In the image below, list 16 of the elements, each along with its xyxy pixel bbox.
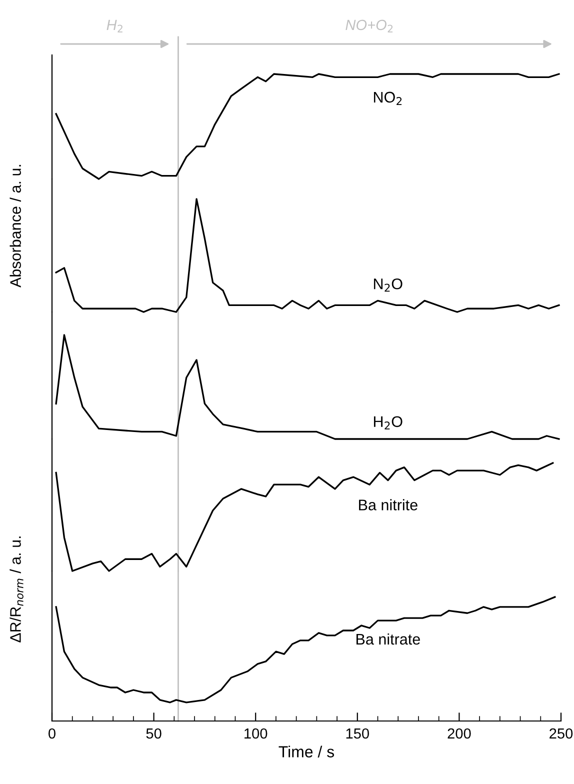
x-tick-label: 0: [48, 728, 56, 739]
series-label: Ba nitrite: [359, 499, 418, 510]
x-axis-title: Time / s: [278, 746, 334, 758]
text: NO+O$_{2}$: [346, 20, 393, 32]
x-tick-label: 200: [448, 728, 471, 739]
x-tick-label: 250: [550, 728, 573, 739]
x-tick-label: 50: [146, 728, 162, 739]
text: H$_{2}$: [106, 20, 122, 32]
x-tick-label: 150: [346, 728, 369, 739]
series-label: N$_{2}$O: [374, 278, 402, 292]
y-axis-title: Absorbance / a. u.: [10, 164, 21, 288]
y-axis-title: ΔR/R$_{norm}$ / a. u.: [10, 536, 24, 642]
series-label: Ba nitrate: [356, 633, 420, 645]
series-label: NO$_{2}$: [374, 92, 402, 105]
series-label: H$_{2}$O: [374, 416, 402, 430]
x-tick-label: 100: [244, 728, 268, 739]
